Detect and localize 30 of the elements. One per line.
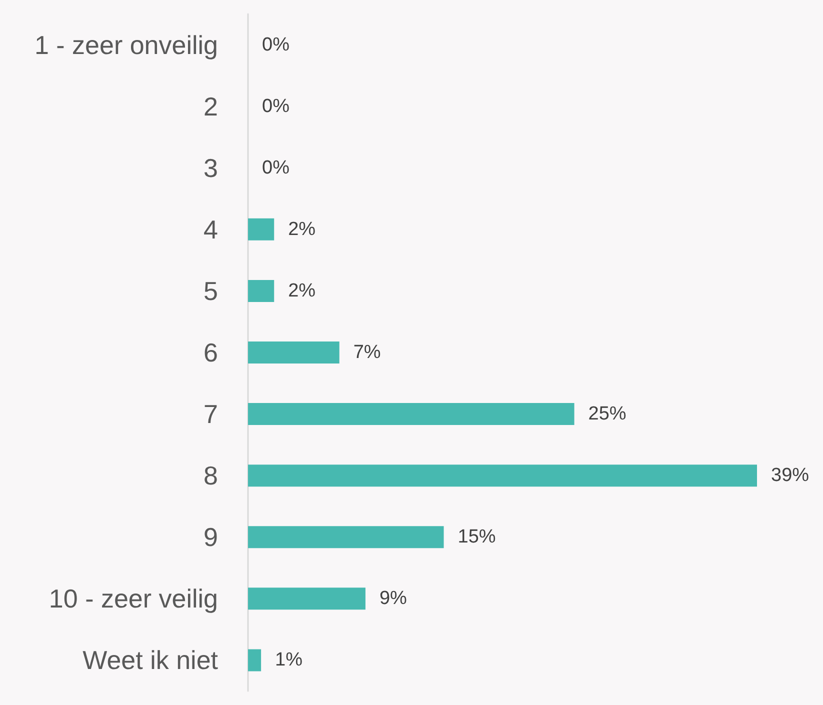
bar bbox=[248, 464, 757, 487]
data-label: 2% bbox=[288, 280, 316, 302]
y-tick-label: 7 bbox=[204, 399, 218, 430]
bar bbox=[248, 280, 274, 302]
y-tick-label: 9 bbox=[204, 522, 218, 552]
y-tick-label: 2 bbox=[204, 91, 218, 122]
data-label: 0% bbox=[262, 34, 290, 56]
y-tick-label: 3 bbox=[204, 152, 218, 183]
data-label: 7% bbox=[353, 342, 381, 363]
y-tick-label: 4 bbox=[204, 214, 218, 244]
data-label: 15% bbox=[458, 526, 496, 548]
bar bbox=[248, 403, 574, 426]
data-label: 39% bbox=[771, 465, 810, 486]
y-tick-label: 10 - zeer veilig bbox=[48, 584, 218, 614]
y-tick-label: 6 bbox=[204, 338, 218, 368]
bar bbox=[248, 588, 366, 610]
y-tick-label: Weet ik niet bbox=[82, 645, 219, 676]
data-label: 0% bbox=[262, 157, 290, 178]
data-label: 2% bbox=[288, 218, 316, 240]
bar bbox=[248, 649, 262, 672]
bar bbox=[248, 342, 340, 364]
data-label: 1% bbox=[275, 650, 303, 671]
data-label: 0% bbox=[262, 96, 290, 117]
data-label: 9% bbox=[379, 588, 408, 610]
data-label: 25% bbox=[588, 404, 626, 425]
bar bbox=[248, 218, 274, 240]
y-tick-label: 5 bbox=[204, 276, 218, 306]
y-tick-label: 1 - zeer onveilig bbox=[34, 30, 218, 60]
bar bbox=[248, 526, 444, 548]
y-tick-label: 8 bbox=[204, 460, 218, 491]
